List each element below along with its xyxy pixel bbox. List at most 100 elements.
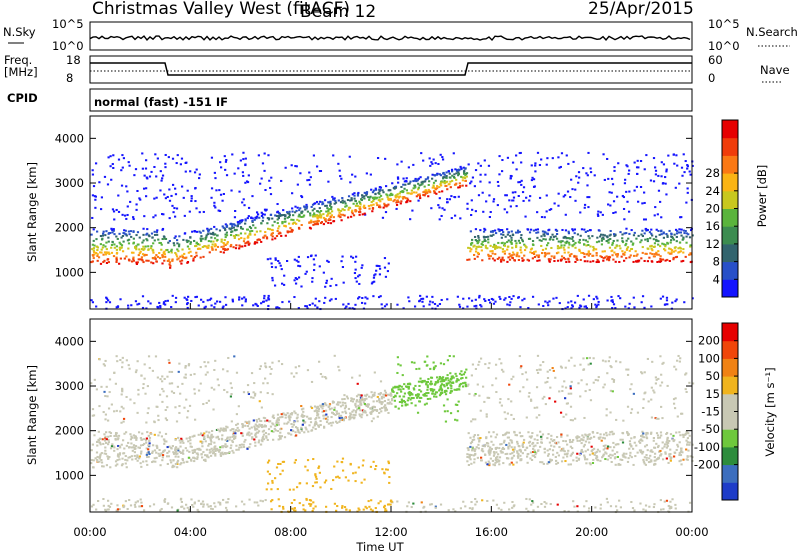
heatmap-cell bbox=[307, 417, 311, 420]
heatmap-cell bbox=[169, 266, 172, 269]
heatmap-cell bbox=[328, 403, 332, 406]
heatmap-cell bbox=[250, 426, 253, 429]
heatmap-cell bbox=[286, 230, 289, 233]
heatmap-cell bbox=[495, 503, 499, 506]
heatmap-cell bbox=[583, 260, 586, 263]
heatmap-cell bbox=[534, 453, 537, 456]
heatmap-cell bbox=[624, 305, 627, 308]
heatmap-cell bbox=[116, 463, 119, 466]
heatmap-cell bbox=[557, 240, 560, 243]
heatmap-cell bbox=[114, 382, 118, 385]
heatmap-cell bbox=[123, 214, 127, 217]
heatmap-cell bbox=[226, 439, 229, 442]
heatmap-cell bbox=[127, 161, 130, 164]
heatmap-cell bbox=[296, 427, 299, 430]
heatmap-cell bbox=[390, 393, 393, 396]
heatmap-cell bbox=[584, 231, 587, 234]
heatmap-cell bbox=[193, 230, 197, 233]
heatmap-cell bbox=[296, 183, 299, 186]
heatmap-cell bbox=[652, 157, 656, 160]
heatmap-cell bbox=[92, 257, 95, 260]
heatmap-cell bbox=[431, 173, 434, 176]
heatmap-cell bbox=[611, 307, 614, 310]
heatmap-cell bbox=[405, 201, 408, 204]
heatmap-cell bbox=[184, 257, 187, 260]
heatmap-cell bbox=[333, 354, 336, 357]
heatmap-cell bbox=[163, 259, 166, 262]
heatmap-cell bbox=[633, 161, 636, 164]
heatmap-cell bbox=[290, 228, 293, 231]
heatmap-cell bbox=[488, 462, 491, 465]
heatmap-cell bbox=[315, 422, 318, 425]
heatmap-cell bbox=[397, 388, 400, 391]
heatmap-cell bbox=[544, 403, 547, 406]
heatmap-cell bbox=[651, 249, 654, 252]
heatmap-cell bbox=[143, 377, 146, 380]
heatmap-cell bbox=[577, 171, 581, 174]
heatmap-cell bbox=[170, 506, 174, 509]
heatmap-cell bbox=[501, 256, 504, 259]
heatmap-cell bbox=[461, 176, 464, 179]
heatmap-cell bbox=[575, 257, 578, 260]
heatmap-cell bbox=[470, 248, 473, 251]
heatmap-cell bbox=[346, 199, 350, 202]
heatmap-cell bbox=[458, 383, 462, 386]
heatmap-cell bbox=[612, 258, 615, 261]
heatmap-cell bbox=[91, 443, 95, 446]
heatmap-cell bbox=[351, 397, 354, 400]
heatmap-cell bbox=[637, 166, 640, 169]
heatmap-cell bbox=[222, 445, 225, 448]
heatmap-cell bbox=[105, 438, 108, 441]
heatmap-cell bbox=[413, 361, 416, 364]
heatmap-cell bbox=[665, 299, 669, 302]
heatmap-cell bbox=[379, 200, 382, 203]
heatmap-cell bbox=[375, 409, 378, 412]
heatmap-cell bbox=[309, 421, 313, 424]
heatmap-cell bbox=[533, 456, 537, 459]
heatmap-cell bbox=[406, 385, 409, 388]
heatmap-cell bbox=[373, 196, 377, 199]
heatmap-cell bbox=[348, 509, 351, 512]
heatmap-cell bbox=[214, 177, 217, 180]
heatmap-cell bbox=[525, 196, 528, 199]
heatmap-cell bbox=[244, 181, 247, 184]
heatmap-cell bbox=[211, 508, 214, 511]
heatmap-cell bbox=[671, 438, 674, 441]
heatmap-cell bbox=[517, 195, 520, 198]
heatmap-cell bbox=[509, 234, 512, 237]
heatmap-cell bbox=[241, 227, 244, 230]
heatmap-cell bbox=[332, 220, 335, 223]
heatmap-cell bbox=[544, 300, 547, 303]
heatmap-cell bbox=[268, 228, 272, 231]
heatmap-cell bbox=[302, 215, 305, 218]
heatmap-cell bbox=[143, 253, 146, 256]
heatmap-cell bbox=[334, 413, 337, 416]
heatmap-cell bbox=[351, 193, 354, 196]
heatmap-cell bbox=[401, 404, 404, 407]
heatmap-cell bbox=[225, 231, 228, 234]
heatmap-cell bbox=[175, 255, 179, 258]
heatmap-cell bbox=[431, 186, 434, 189]
heatmap-cell bbox=[177, 250, 180, 253]
heatmap-cell bbox=[595, 254, 598, 257]
heatmap-cell bbox=[682, 458, 685, 461]
heatmap-cell bbox=[596, 297, 599, 300]
heatmap-cell bbox=[204, 460, 207, 463]
heatmap-cell bbox=[689, 173, 692, 176]
heatmap-cell bbox=[138, 455, 142, 458]
heatmap-cell bbox=[570, 178, 573, 181]
heatmap-cell bbox=[517, 296, 520, 299]
heatmap-cell bbox=[614, 233, 617, 236]
heatmap-cell bbox=[630, 501, 633, 504]
heatmap-cell bbox=[334, 199, 337, 202]
heatmap-cell bbox=[485, 200, 488, 203]
heatmap-cell bbox=[282, 507, 285, 510]
heatmap-cell bbox=[237, 448, 240, 451]
heatmap-cell bbox=[532, 185, 536, 188]
heatmap-cell bbox=[323, 199, 327, 202]
heatmap-cell bbox=[458, 186, 461, 189]
heatmap-cell bbox=[179, 441, 182, 444]
heatmap-cell bbox=[634, 260, 638, 263]
heatmap-cell bbox=[605, 497, 609, 500]
heatmap-cell bbox=[102, 411, 105, 414]
